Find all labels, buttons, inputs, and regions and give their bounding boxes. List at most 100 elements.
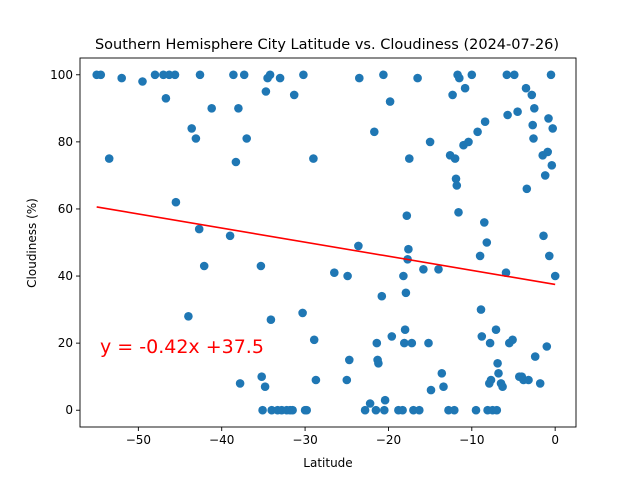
- data-point: [354, 241, 363, 251]
- data-point: [407, 338, 417, 348]
- data-point: [493, 359, 502, 368]
- data-point: [267, 405, 277, 415]
- data-point: [96, 70, 106, 80]
- y-axis-label: Cloudiness (%): [25, 198, 39, 288]
- data-point: [345, 355, 354, 365]
- data-point: [302, 405, 312, 415]
- regression-equation: y = -0.42x +37.5: [100, 336, 264, 358]
- data-point: [437, 369, 447, 378]
- data-point: [508, 335, 517, 345]
- data-point: [171, 197, 181, 207]
- data-point: [480, 117, 490, 126]
- data-point: [528, 120, 537, 130]
- data-point: [402, 211, 412, 220]
- data-point: [545, 251, 554, 261]
- data-point: [104, 154, 114, 163]
- data-point: [380, 395, 390, 405]
- data-point: [539, 231, 548, 241]
- x-axis-label: Latitude: [303, 456, 352, 470]
- data-point: [550, 271, 560, 281]
- data-point: [542, 342, 552, 351]
- data-point: [409, 405, 418, 415]
- data-point: [231, 157, 241, 167]
- data-point: [343, 271, 352, 281]
- data-point: [548, 124, 557, 133]
- x-tick-label: −10: [459, 433, 484, 447]
- data-point: [400, 338, 409, 348]
- data-point: [480, 218, 489, 227]
- data-point: [476, 305, 486, 314]
- data-point: [448, 90, 457, 100]
- data-point: [377, 291, 387, 301]
- data-point: [529, 134, 538, 143]
- data-point: [170, 70, 180, 80]
- data-point: [492, 405, 502, 415]
- chart-title: Southern Hemisphere City Latitude vs. Cl…: [95, 37, 559, 53]
- plot-frame: [79, 57, 577, 428]
- data-point: [299, 70, 308, 80]
- data-point: [380, 405, 389, 415]
- data-point: [510, 70, 519, 80]
- data-point: [491, 325, 501, 335]
- data-point: [522, 184, 532, 194]
- data-point: [379, 70, 388, 80]
- data-point: [439, 382, 448, 392]
- data-point: [138, 77, 147, 86]
- data-point: [477, 332, 487, 341]
- data-point: [530, 352, 540, 361]
- data-point: [374, 359, 383, 368]
- data-point: [527, 90, 537, 100]
- data-point: [266, 315, 276, 325]
- data-point: [494, 369, 503, 378]
- data-point: [467, 70, 477, 80]
- data-point: [385, 97, 395, 106]
- data-point: [184, 312, 193, 321]
- data-point: [426, 385, 436, 395]
- data-point: [387, 332, 397, 341]
- data-point: [450, 405, 459, 415]
- data-point: [242, 134, 251, 143]
- data-point: [473, 127, 482, 137]
- data-point: [330, 268, 339, 278]
- data-point: [401, 288, 411, 298]
- data-point: [371, 405, 381, 415]
- data-point: [425, 137, 435, 147]
- data-point: [546, 70, 556, 80]
- data-point: [547, 161, 557, 170]
- data-point: [355, 73, 364, 83]
- data-point: [521, 83, 531, 93]
- data-point: [261, 87, 271, 96]
- data-point: [398, 405, 407, 415]
- data-point: [424, 338, 433, 348]
- data-point: [309, 335, 319, 345]
- y-tick-label: 40: [58, 269, 73, 283]
- data-point: [400, 325, 410, 335]
- data-point: [298, 308, 307, 318]
- data-point: [455, 73, 464, 83]
- data-point: [404, 244, 413, 254]
- data-point: [260, 382, 270, 392]
- data-point: [419, 265, 428, 274]
- data-point: [530, 104, 539, 113]
- y-tick-label: 100: [50, 68, 73, 82]
- data-point: [413, 73, 422, 83]
- regression-line: [96, 206, 556, 286]
- data-point: [434, 265, 443, 274]
- data-point: [475, 251, 485, 261]
- data-point: [452, 181, 462, 190]
- y-tick-label: 60: [58, 202, 73, 216]
- data-point: [187, 124, 196, 133]
- data-point: [460, 83, 470, 93]
- data-point: [229, 70, 238, 80]
- data-point: [370, 127, 379, 137]
- data-point: [194, 224, 204, 234]
- data-point: [275, 73, 285, 83]
- data-point: [191, 134, 201, 143]
- data-point: [399, 271, 408, 281]
- data-point: [543, 147, 552, 157]
- data-point: [117, 73, 126, 83]
- x-tick-label: −50: [126, 433, 151, 447]
- x-tick-label: −30: [292, 433, 317, 447]
- data-point: [309, 154, 318, 163]
